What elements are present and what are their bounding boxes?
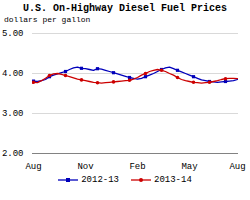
svg-text:Aug: Aug bbox=[229, 162, 245, 172]
html-text:2013-14: 2013-14 bbox=[154, 175, 192, 185]
svg-text:4.00: 4.00 bbox=[2, 69, 24, 79]
svg-text:5.00: 5.00 bbox=[2, 29, 24, 39]
html-text:2012-13: 2012-13 bbox=[81, 175, 119, 185]
html-text:dollars per gallon: dollars per gallon bbox=[4, 15, 91, 24]
svg-text:3.00: 3.00 bbox=[2, 109, 24, 119]
html-text:U.S. On-Highway Diesel Fuel Pr: U.S. On-Highway Diesel Fuel Prices bbox=[23, 3, 227, 14]
svg-text:Nov: Nov bbox=[77, 162, 94, 172]
svg-text:May: May bbox=[181, 162, 198, 172]
svg-text:2.00: 2.00 bbox=[2, 149, 24, 159]
svg-text:Feb: Feb bbox=[129, 162, 145, 172]
svg-text:Aug: Aug bbox=[25, 162, 41, 172]
